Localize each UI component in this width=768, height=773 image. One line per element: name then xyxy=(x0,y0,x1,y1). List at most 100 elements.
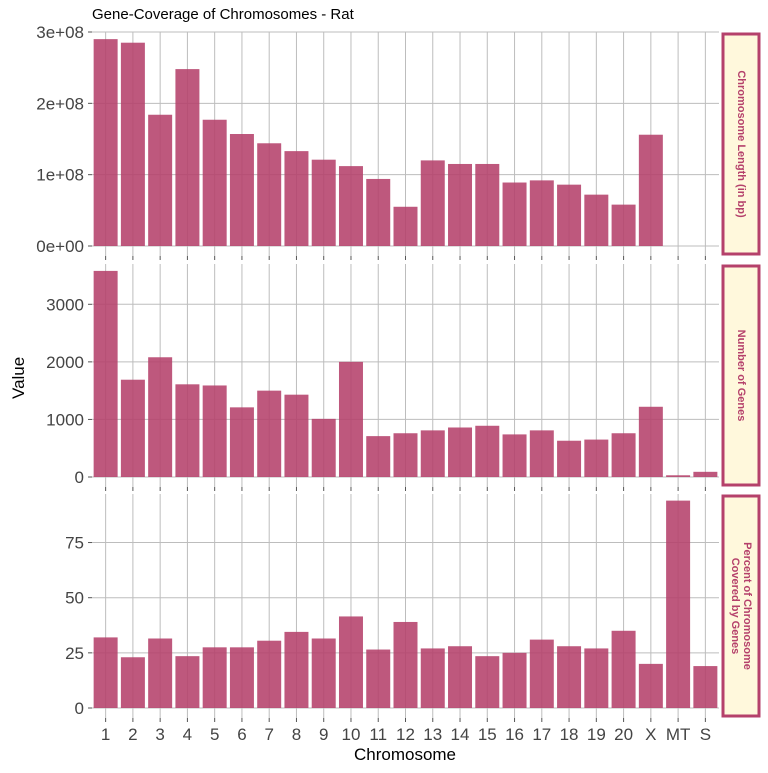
bar xyxy=(638,663,663,708)
bar xyxy=(529,180,554,246)
bar xyxy=(120,379,145,477)
bar xyxy=(175,384,200,477)
bar xyxy=(611,204,636,246)
bar xyxy=(502,182,527,246)
chart-title: Gene-Coverage of Chromosomes - Rat xyxy=(92,6,354,23)
bar xyxy=(148,114,173,246)
facet-strip-label: Chromosome Length (in bp) xyxy=(735,70,747,218)
bar xyxy=(448,646,473,708)
bar xyxy=(229,134,254,246)
x-axis-title: Chromosome xyxy=(353,745,457,764)
x-tick-label: 16 xyxy=(505,725,524,744)
bar xyxy=(284,394,309,477)
x-tick-label: 9 xyxy=(319,725,328,744)
bar xyxy=(229,407,254,477)
facet-strip xyxy=(721,32,761,256)
y-tick-label: 50 xyxy=(65,589,84,608)
x-tick-label: 13 xyxy=(423,725,442,744)
x-tick-label: 19 xyxy=(587,725,606,744)
y-tick-label: 0e+00 xyxy=(36,237,84,256)
bar xyxy=(311,159,336,246)
bar xyxy=(611,433,636,477)
bar xyxy=(366,649,391,708)
bar xyxy=(257,143,282,246)
bar xyxy=(338,361,363,477)
bar xyxy=(611,630,636,708)
y-axis-title: Value xyxy=(9,356,28,399)
y-tick-label: 1e+08 xyxy=(36,166,84,185)
x-tick-label: 14 xyxy=(451,725,470,744)
x-tick-label: 3 xyxy=(155,725,164,744)
bar xyxy=(557,184,582,246)
bar xyxy=(584,648,609,708)
bar xyxy=(529,430,554,477)
bar xyxy=(338,166,363,246)
x-tick-label: 1 xyxy=(101,725,110,744)
facet-strip xyxy=(721,264,761,487)
y-tick-label: 1000 xyxy=(46,410,84,429)
x-tick-label: 7 xyxy=(264,725,273,744)
bar xyxy=(557,646,582,708)
bar xyxy=(257,640,282,708)
bar xyxy=(420,430,445,477)
bar xyxy=(366,436,391,477)
bar xyxy=(175,656,200,708)
facet-strip xyxy=(721,494,761,718)
bar xyxy=(448,427,473,477)
bar xyxy=(284,151,309,246)
bar xyxy=(148,357,173,477)
y-tick-label: 0 xyxy=(75,468,84,487)
x-tick-label: 8 xyxy=(292,725,301,744)
x-tick-label: S xyxy=(700,725,711,744)
x-tick-label: 5 xyxy=(210,725,219,744)
y-tick-label: 2e+08 xyxy=(36,94,84,113)
bar xyxy=(502,434,527,477)
x-tick-label: 17 xyxy=(532,725,551,744)
bar xyxy=(420,648,445,708)
bar xyxy=(93,270,118,477)
x-tick-label: 4 xyxy=(183,725,192,744)
x-tick-label: X xyxy=(645,725,656,744)
x-tick-label: 6 xyxy=(237,725,246,744)
y-tick-label: 75 xyxy=(65,534,84,553)
bar xyxy=(638,406,663,477)
bar xyxy=(638,134,663,246)
bar xyxy=(120,657,145,708)
bar xyxy=(175,69,200,247)
bar xyxy=(475,425,500,477)
bar xyxy=(584,194,609,246)
bar xyxy=(284,631,309,708)
bar xyxy=(311,418,336,477)
bar xyxy=(257,390,282,477)
bar xyxy=(693,471,718,477)
bar xyxy=(475,163,500,246)
bar xyxy=(420,160,445,246)
facet-strip-label: Covered by Genes xyxy=(729,558,741,655)
y-tick-label: 25 xyxy=(65,644,84,663)
bar xyxy=(693,666,718,708)
bar xyxy=(502,652,527,708)
bar xyxy=(529,639,554,708)
x-tick-label: 15 xyxy=(478,725,497,744)
x-tick-label: 20 xyxy=(614,725,633,744)
bar xyxy=(475,656,500,708)
x-tick-label: 10 xyxy=(342,725,361,744)
facet-strip-label: Percent of Chromosome xyxy=(741,542,753,670)
bar xyxy=(393,433,418,477)
y-tick-label: 2000 xyxy=(46,353,84,372)
y-tick-label: 0 xyxy=(75,699,84,718)
x-tick-label: 12 xyxy=(396,725,415,744)
bar xyxy=(666,475,691,477)
bar xyxy=(148,638,173,708)
bar xyxy=(202,385,227,477)
bar xyxy=(338,616,363,708)
facet-strip-label: Number of Genes xyxy=(735,330,747,422)
bar xyxy=(229,647,254,708)
bar xyxy=(93,39,118,247)
bar xyxy=(311,638,336,708)
bar xyxy=(584,439,609,477)
x-tick-label: 2 xyxy=(128,725,137,744)
y-tick-label: 3000 xyxy=(46,295,84,314)
